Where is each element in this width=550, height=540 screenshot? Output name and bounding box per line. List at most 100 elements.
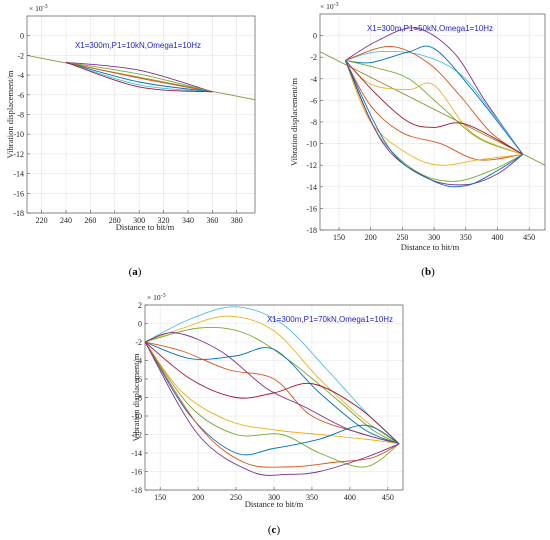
y-axis-label: Vibration displacement/m [289, 78, 299, 166]
panel-label-close: ) [431, 266, 435, 278]
x-tick-label: 320 [158, 216, 170, 225]
chart-annotation: X1=300m,P1=50kN,Omega1=10Hz [367, 24, 493, 33]
panel-label-letter: c [272, 524, 277, 536]
y-tick-label: -2 [310, 53, 317, 62]
series-line-5 [65, 61, 213, 93]
panel-label: (c) [268, 524, 281, 536]
series-line-2 [345, 50, 524, 155]
series-line-3 [65, 61, 213, 93]
y-tick-label: -4 [310, 75, 317, 84]
panel-label: (b) [421, 266, 435, 278]
series-group [27, 54, 255, 101]
series-line-2 [65, 61, 213, 93]
series-line-8 [344, 60, 523, 161]
y-tick-label: -10 [13, 130, 24, 139]
chart-panel-a: 220 240 260 280 300 320 340 360 380 0 -2 -4 -6 -8 -10 -… [5, 4, 256, 278]
series-line-5 [345, 60, 523, 155]
y-tick-label: -12 [306, 161, 317, 170]
chart-panel-c: 150 200 250 300 350 400 450 2 0 -2 -4 -6 -8 -10 -12 -14… [131, 293, 404, 536]
series-line-1 [65, 61, 213, 93]
x-tick-label: 150 [154, 493, 166, 502]
series-line-3 [145, 326, 400, 445]
x-tick-label: 250 [396, 233, 408, 242]
x-tick-label: 450 [523, 233, 535, 242]
envelope-line [320, 51, 545, 166]
axis-multiplier: × 10-3 [320, 2, 339, 11]
x-tick-label: 340 [182, 216, 194, 225]
y-tick-label: -12 [13, 150, 24, 159]
series-line-3 [345, 45, 524, 155]
x-tick-label: 200 [192, 493, 204, 502]
x-tick-label: 150 [333, 233, 345, 242]
y-tick-label: -14 [306, 183, 317, 192]
series-line-10 [145, 341, 400, 456]
series-line-9 [344, 60, 523, 166]
y-tick-label: -6 [17, 91, 24, 100]
y-tick-label: -8 [135, 394, 142, 403]
y-tick-label: -8 [310, 118, 317, 127]
panel-label: (a) [129, 266, 142, 278]
series-line-11 [145, 341, 400, 468]
x-tick-label: 240 [60, 216, 72, 225]
y-tick-label: -6 [310, 96, 317, 105]
x-axis-label: Distance to bit/m [401, 242, 460, 252]
panel-label-open: ( [421, 266, 425, 278]
y-tick-label: -16 [306, 204, 317, 213]
series-line-7 [345, 60, 524, 155]
x-axis-label: Distance to bit/m [116, 222, 175, 232]
axis-multiplier: × 10-3 [29, 4, 48, 13]
x-tick-label: 380 [231, 216, 243, 225]
series-line-11 [344, 60, 524, 186]
y-tick-label: 0 [20, 32, 24, 41]
series-line-9 [145, 341, 400, 468]
multiplier-base: × 10 [147, 293, 161, 302]
x-tick-label: 300 [133, 216, 145, 225]
series-line-6 [65, 61, 213, 93]
chart-panel-b: 150 200 250 300 350 400 450 0 -2 -4 -6 -8 -10 -12 -14 -… [289, 2, 546, 278]
panel-label-open: ( [268, 524, 272, 536]
x-axis-label: Distance to bit/m [245, 499, 304, 509]
series-line-4 [345, 45, 524, 155]
y-tick-label: -4 [17, 71, 24, 80]
series-line-4 [65, 61, 213, 93]
series-group [320, 27, 545, 188]
multiplier-exponent: -3 [43, 4, 48, 10]
x-tick-label: 220 [36, 216, 48, 225]
y-tick-label: -10 [131, 412, 142, 421]
y-axis-label: Vibration displacement/m [5, 70, 15, 158]
panel-label-close: ) [138, 266, 142, 278]
x-tick-label: 400 [491, 233, 503, 242]
x-tick-label: 250 [230, 493, 242, 502]
series-group [145, 306, 400, 476]
x-tick-label: 300 [428, 233, 440, 242]
panel-label-letter: b [425, 266, 431, 278]
x-tick-label: 400 [344, 493, 356, 502]
x-tick-label: 360 [206, 216, 218, 225]
y-tick-label: -16 [131, 468, 142, 477]
x-tick-label: 280 [109, 216, 121, 225]
x-tick-label: 300 [268, 493, 280, 502]
panel-label-close: ) [276, 524, 280, 536]
y-tick-label: -6 [135, 375, 142, 384]
series-line-12 [145, 341, 400, 476]
series-line-12 [344, 60, 524, 188]
y-tick-label: -2 [17, 51, 24, 60]
y-tick-label: -16 [13, 189, 24, 198]
x-tick-label: 260 [84, 216, 96, 225]
y-tick-label: -18 [306, 226, 317, 235]
series-line-8 [145, 341, 400, 445]
y-tick-label: -8 [17, 111, 24, 120]
x-tick-label: 200 [365, 233, 377, 242]
y-tick-label: 0 [138, 320, 142, 329]
y-tick-label: -18 [13, 209, 24, 218]
chart-annotation: X1=300m,P1=10kN,Omega1=10Hz [75, 41, 201, 50]
chart-annotation: X1=300m,P1=70kN,Omega1=10Hz [267, 315, 393, 324]
multiplier-exponent: -3 [161, 293, 166, 299]
y-tick-label: -14 [13, 170, 24, 179]
y-tick-label: 2 [138, 301, 142, 310]
multiplier-base: × 10 [29, 4, 43, 13]
panel-label-letter: a [132, 266, 138, 278]
panel-label-open: ( [129, 266, 133, 278]
y-tick-label: -2 [135, 338, 142, 347]
